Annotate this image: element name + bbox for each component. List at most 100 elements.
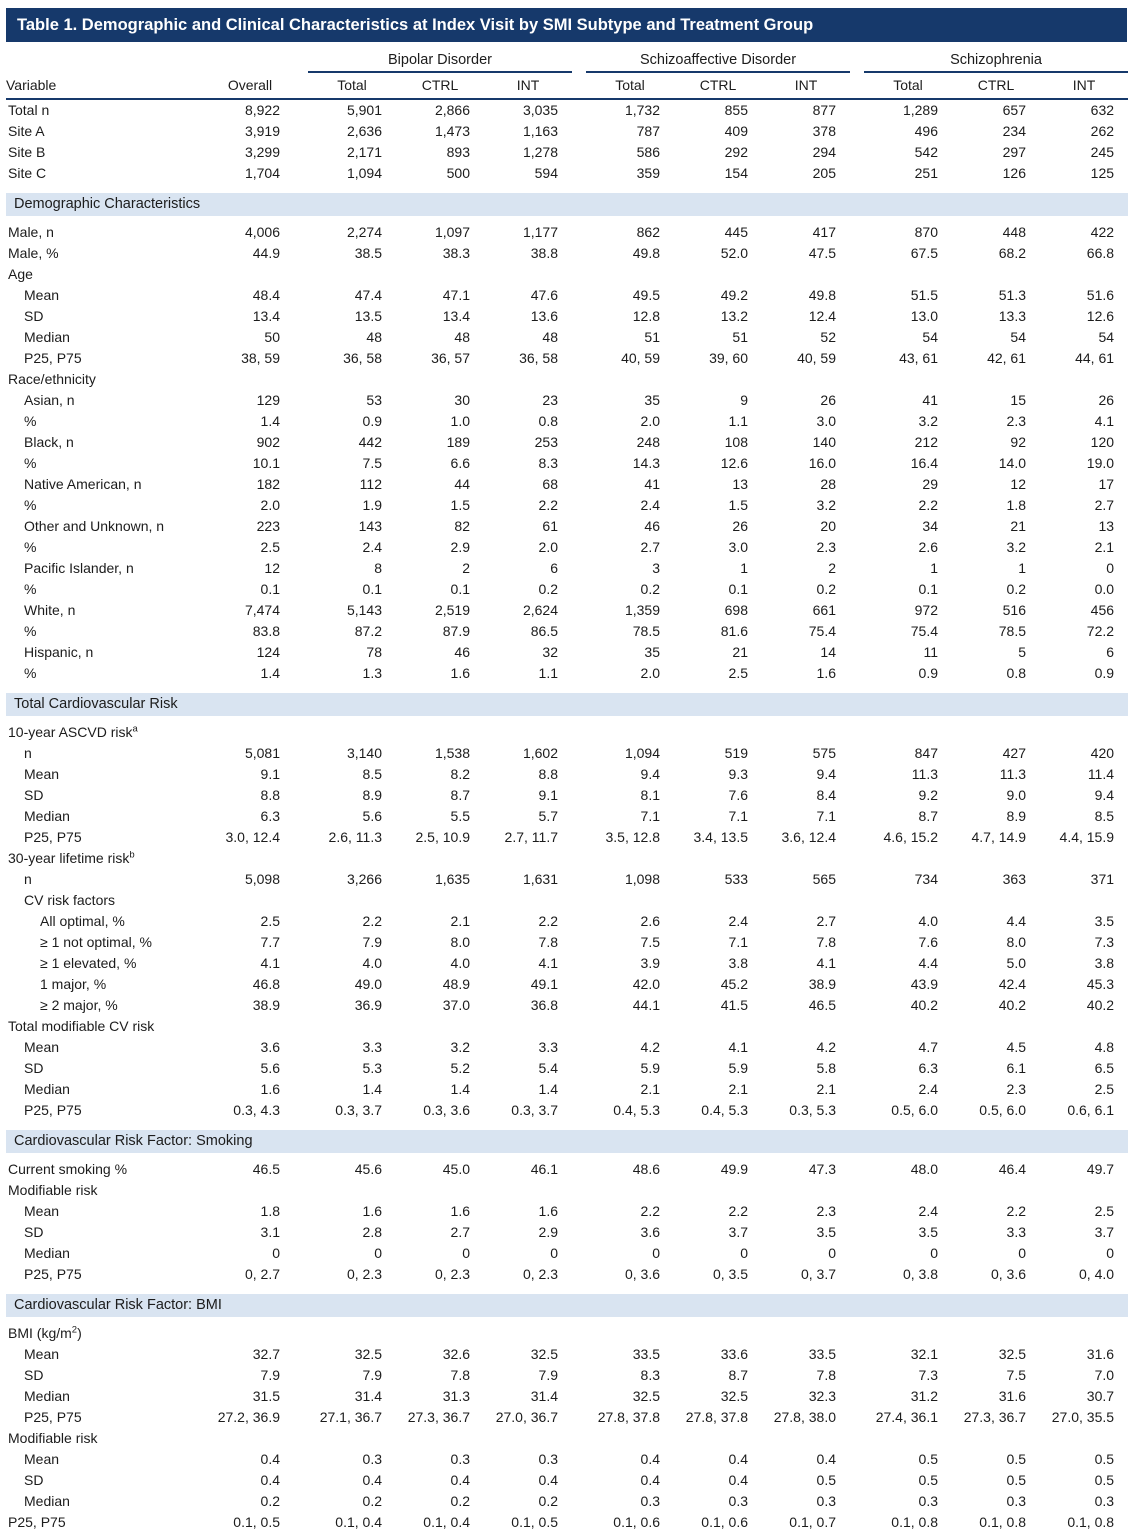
spacer xyxy=(850,579,864,600)
row-label: All optimal, % xyxy=(40,913,125,929)
cell: 7.6 xyxy=(728,787,748,803)
cell: 129 xyxy=(256,392,280,408)
cell xyxy=(762,848,850,869)
cell xyxy=(674,722,762,743)
cell: 17 xyxy=(1098,476,1115,492)
cell: 409 xyxy=(724,123,748,139)
cell: 13.4 xyxy=(252,308,280,324)
cell: 4.2 xyxy=(816,1039,836,1055)
cell: 13 xyxy=(1098,518,1115,534)
cell: 2,519 xyxy=(434,602,470,618)
row-label: % xyxy=(24,581,37,597)
cell xyxy=(674,1428,762,1449)
cell: 32.3 xyxy=(808,1388,836,1404)
cell: 9 xyxy=(740,392,748,408)
cell: 48 xyxy=(366,329,382,345)
row-label: n xyxy=(24,871,32,887)
cell: 3.0 xyxy=(816,413,836,429)
cell: 2.5 xyxy=(1094,1081,1115,1097)
spacer xyxy=(850,390,864,411)
cell: 0, 3.7 xyxy=(800,1266,836,1282)
cell xyxy=(396,369,484,390)
spacer xyxy=(850,163,864,184)
spacer xyxy=(572,1016,586,1037)
section-cell: Cardiovascular Risk Factor: BMI xyxy=(6,1285,1129,1323)
spacer xyxy=(294,995,308,1016)
spacer xyxy=(850,785,864,806)
table-row: ≥ 2 major, % 38.9 36.9 37.0 36.8 44.1 41.5 46.5… xyxy=(6,995,1128,1016)
cell: 2.1 xyxy=(728,1081,748,1097)
spacer xyxy=(294,1512,308,1533)
table-row: Mean 32.7 32.5 32.6 32.5 33.5 33.6 33.5 32.1 32.5… xyxy=(6,1344,1128,1365)
spacer xyxy=(850,222,864,243)
cell: 972 xyxy=(914,602,938,618)
subcolumn-header: INT xyxy=(762,72,850,100)
cell: 4.0 xyxy=(450,955,470,971)
spacer xyxy=(294,222,308,243)
cell: 0.1 xyxy=(728,581,748,597)
cell: 862 xyxy=(636,224,660,240)
spacer xyxy=(850,1491,864,1512)
row-label: P25, P75 xyxy=(24,1102,82,1118)
cell xyxy=(586,722,674,743)
cell: 48.4 xyxy=(252,287,280,303)
cell: 500 xyxy=(446,165,470,181)
spacer xyxy=(294,369,308,390)
cell: 3.2 xyxy=(450,1039,470,1055)
cell: 120 xyxy=(1090,434,1115,450)
spacer xyxy=(850,764,864,785)
cell: 0, 3.5 xyxy=(712,1266,748,1282)
cell: 294 xyxy=(812,144,836,160)
cell xyxy=(396,722,484,743)
cell: 3,266 xyxy=(346,871,382,887)
cell: 7.9 xyxy=(362,934,382,950)
cell xyxy=(586,1428,674,1449)
spacer xyxy=(572,369,586,390)
cell: 359 xyxy=(636,165,660,181)
cell: 49.0 xyxy=(354,976,382,992)
cell: 3,919 xyxy=(244,123,280,139)
cell: 2.5 xyxy=(260,913,280,929)
cell: 32.1 xyxy=(910,1346,938,1362)
table-row: Mean 0.4 0.3 0.3 0.3 0.4 0.4 0.4 0.5 0.5 0.5 xyxy=(6,1449,1128,1470)
cell: 1.9 xyxy=(362,497,382,513)
cell: 1.4 xyxy=(450,1081,470,1097)
spacer xyxy=(294,600,308,621)
cell: 0.3, 3.7 xyxy=(511,1102,558,1118)
cell: 1,094 xyxy=(346,165,382,181)
cell: 0, 3.8 xyxy=(902,1266,938,1282)
cell: 0.8 xyxy=(538,413,558,429)
cell: 378 xyxy=(812,123,836,139)
cell: 575 xyxy=(812,745,836,761)
cell: 6.1 xyxy=(1006,1060,1026,1076)
cell: 5.7 xyxy=(538,808,558,824)
spacer xyxy=(572,1243,586,1264)
cell xyxy=(952,848,1040,869)
cell: 31.2 xyxy=(910,1388,938,1404)
cell xyxy=(864,1323,952,1344)
table-row: 30-year lifetime riskb xyxy=(6,848,1128,869)
row-label: % xyxy=(24,665,37,681)
cell xyxy=(484,369,572,390)
cell: 7.7 xyxy=(260,934,280,950)
cell: 0.4 xyxy=(362,1472,382,1488)
cell: 23 xyxy=(542,392,558,408)
cell: 0.5 xyxy=(1006,1451,1026,1467)
cell: 533 xyxy=(724,871,748,887)
cell: 46 xyxy=(644,518,660,534)
cell: 3.2 xyxy=(918,413,938,429)
row-label: % xyxy=(24,623,37,639)
cell xyxy=(762,1016,850,1037)
cell: 72.2 xyxy=(1086,623,1115,639)
cell: 7.5 xyxy=(1006,1367,1026,1383)
cell: 38.9 xyxy=(252,997,280,1013)
cell: 698 xyxy=(724,602,748,618)
cell: 54 xyxy=(1098,329,1115,345)
spacer xyxy=(294,474,308,495)
cell: 3.7 xyxy=(728,1224,748,1240)
spacer xyxy=(572,953,586,974)
overall-column-header: Overall xyxy=(206,72,294,100)
table-row: % 1.4 0.9 1.0 0.8 2.0 1.1 3.0 3.2 2.3 4.1 xyxy=(6,411,1128,432)
cell xyxy=(206,890,294,911)
cell: 2.7, 11.7 xyxy=(504,829,558,845)
